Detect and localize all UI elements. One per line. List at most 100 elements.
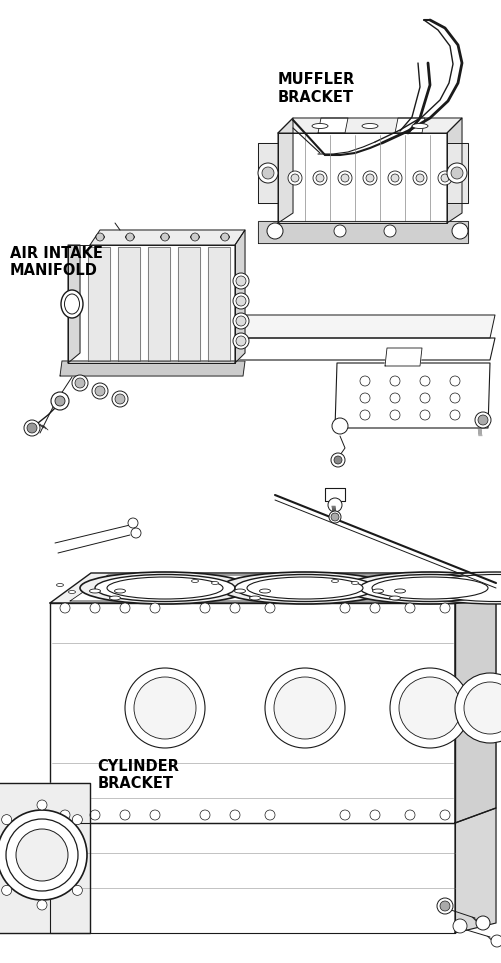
- Circle shape: [437, 898, 453, 914]
- Ellipse shape: [338, 171, 352, 185]
- Polygon shape: [455, 573, 496, 823]
- Circle shape: [405, 810, 415, 820]
- Circle shape: [476, 916, 490, 930]
- Ellipse shape: [363, 171, 377, 185]
- Ellipse shape: [211, 582, 218, 585]
- Polygon shape: [178, 247, 200, 361]
- Circle shape: [2, 885, 12, 896]
- Ellipse shape: [69, 590, 76, 593]
- Circle shape: [230, 810, 240, 820]
- Ellipse shape: [57, 584, 64, 586]
- Circle shape: [440, 810, 450, 820]
- Circle shape: [450, 376, 460, 386]
- Circle shape: [370, 603, 380, 613]
- Polygon shape: [50, 573, 496, 603]
- Circle shape: [95, 386, 105, 396]
- Circle shape: [233, 293, 249, 309]
- Ellipse shape: [391, 174, 399, 182]
- Circle shape: [72, 815, 82, 824]
- Ellipse shape: [366, 174, 374, 182]
- Ellipse shape: [190, 235, 199, 240]
- Ellipse shape: [234, 589, 245, 593]
- Circle shape: [126, 233, 134, 241]
- Ellipse shape: [413, 171, 427, 185]
- Ellipse shape: [125, 668, 205, 748]
- Circle shape: [200, 603, 210, 613]
- Circle shape: [360, 376, 370, 386]
- Circle shape: [236, 296, 246, 306]
- Circle shape: [236, 316, 246, 326]
- Polygon shape: [447, 143, 468, 203]
- Ellipse shape: [412, 123, 428, 128]
- Ellipse shape: [411, 572, 501, 604]
- Circle shape: [24, 420, 40, 436]
- Circle shape: [420, 376, 430, 386]
- Polygon shape: [208, 247, 230, 361]
- Ellipse shape: [107, 577, 223, 599]
- Circle shape: [2, 815, 12, 824]
- Circle shape: [120, 810, 130, 820]
- Circle shape: [360, 410, 370, 420]
- Circle shape: [390, 393, 400, 403]
- Polygon shape: [258, 221, 468, 243]
- Circle shape: [265, 810, 275, 820]
- Circle shape: [265, 603, 275, 613]
- Ellipse shape: [220, 235, 229, 240]
- Ellipse shape: [332, 580, 339, 583]
- Ellipse shape: [394, 589, 405, 593]
- Polygon shape: [335, 363, 490, 428]
- Ellipse shape: [416, 174, 424, 182]
- Circle shape: [72, 885, 82, 896]
- Circle shape: [360, 393, 370, 403]
- Ellipse shape: [16, 829, 68, 881]
- Polygon shape: [50, 603, 455, 823]
- Ellipse shape: [441, 174, 449, 182]
- Circle shape: [390, 376, 400, 386]
- Circle shape: [340, 603, 350, 613]
- Circle shape: [27, 423, 37, 433]
- Circle shape: [128, 518, 138, 528]
- Ellipse shape: [399, 677, 461, 739]
- Polygon shape: [235, 230, 245, 363]
- Ellipse shape: [360, 575, 500, 602]
- Circle shape: [491, 935, 501, 947]
- Polygon shape: [148, 247, 170, 361]
- Polygon shape: [165, 338, 495, 360]
- Ellipse shape: [389, 596, 400, 600]
- Circle shape: [191, 233, 199, 241]
- Ellipse shape: [134, 677, 196, 739]
- Circle shape: [150, 810, 160, 820]
- Circle shape: [450, 410, 460, 420]
- Text: CYLINDER
BRACKET: CYLINDER BRACKET: [98, 759, 179, 792]
- Polygon shape: [395, 118, 425, 133]
- Circle shape: [332, 418, 348, 434]
- Circle shape: [420, 410, 430, 420]
- Polygon shape: [0, 783, 90, 933]
- Circle shape: [55, 396, 65, 406]
- Circle shape: [475, 412, 491, 428]
- Ellipse shape: [291, 174, 299, 182]
- Ellipse shape: [61, 290, 83, 318]
- Polygon shape: [70, 575, 483, 601]
- Polygon shape: [385, 348, 422, 366]
- Polygon shape: [325, 488, 345, 501]
- Circle shape: [478, 415, 488, 425]
- Circle shape: [75, 378, 85, 388]
- Circle shape: [37, 800, 47, 810]
- Circle shape: [233, 313, 249, 329]
- Ellipse shape: [426, 575, 501, 602]
- Circle shape: [236, 336, 246, 346]
- Circle shape: [161, 233, 169, 241]
- Text: MUFFLER
BRACKET: MUFFLER BRACKET: [278, 72, 355, 105]
- Ellipse shape: [247, 577, 363, 599]
- Polygon shape: [68, 245, 235, 363]
- Circle shape: [230, 603, 240, 613]
- Circle shape: [200, 810, 210, 820]
- Ellipse shape: [125, 235, 134, 240]
- Circle shape: [120, 603, 130, 613]
- Circle shape: [451, 167, 463, 179]
- Circle shape: [90, 603, 100, 613]
- Ellipse shape: [274, 677, 336, 739]
- Ellipse shape: [260, 589, 271, 593]
- Ellipse shape: [80, 572, 250, 604]
